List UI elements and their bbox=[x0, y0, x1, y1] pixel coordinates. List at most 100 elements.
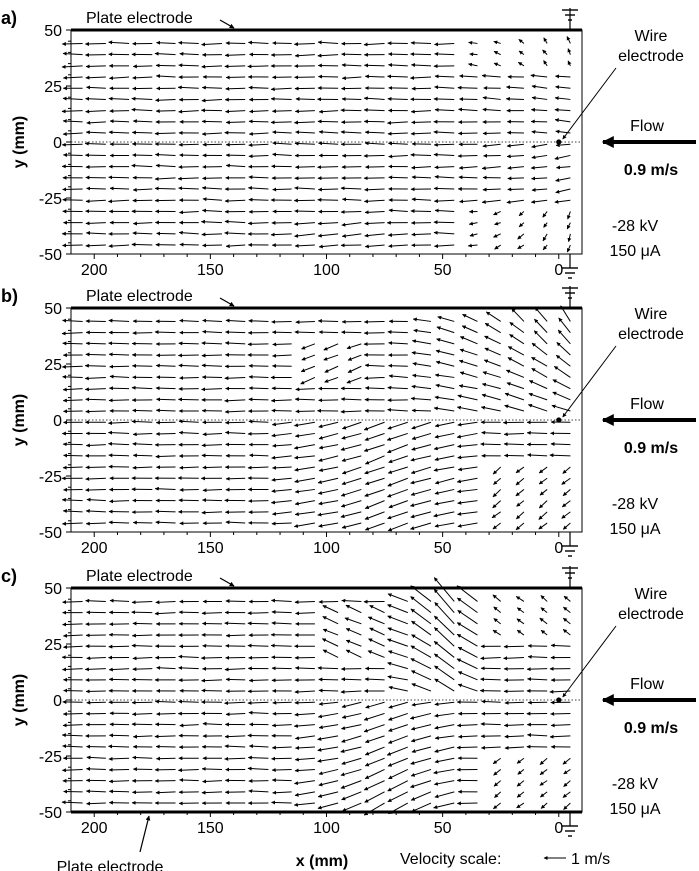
velocity-vector bbox=[494, 244, 501, 250]
velocity-vector bbox=[247, 700, 269, 705]
velocity-vector bbox=[201, 443, 222, 448]
velocity-vector bbox=[433, 588, 455, 613]
velocity-vector bbox=[409, 712, 432, 720]
velocity-vector bbox=[84, 363, 106, 368]
velocity-vector bbox=[62, 600, 83, 605]
velocity-vector bbox=[108, 453, 130, 458]
velocity-vector bbox=[179, 210, 199, 215]
velocity-vector bbox=[131, 712, 153, 717]
velocity-vector bbox=[108, 667, 130, 672]
velocity-vector bbox=[322, 628, 339, 636]
velocity-vector bbox=[318, 398, 339, 403]
velocity-vector bbox=[271, 488, 292, 494]
velocity-vector bbox=[248, 419, 269, 424]
velocity-vector bbox=[271, 745, 292, 750]
velocity-vector bbox=[543, 37, 548, 44]
velocity-vector bbox=[433, 152, 455, 157]
velocity-vector bbox=[132, 187, 153, 192]
velocity-vector bbox=[531, 367, 548, 378]
velocity-vector bbox=[201, 341, 222, 346]
velocity-vector bbox=[202, 721, 223, 726]
velocity-vector bbox=[225, 318, 246, 323]
velocity-vector bbox=[201, 98, 223, 103]
velocity-vector bbox=[462, 313, 478, 322]
velocity-vector bbox=[506, 382, 525, 390]
velocity-vector bbox=[295, 130, 315, 135]
velocity-vector bbox=[515, 511, 525, 520]
panel-0: 50 25 0 -25 -50 200 150 100 50 0 y (mm) a) Plate ele… bbox=[1, 8, 696, 279]
velocity-vector bbox=[504, 700, 524, 705]
velocity-vector bbox=[480, 745, 501, 750]
velocity-vector bbox=[538, 522, 548, 530]
velocity-vector bbox=[387, 232, 408, 237]
x-tick-label: 150 bbox=[197, 540, 224, 557]
velocity-vector bbox=[62, 131, 83, 136]
wire-electrode-dot bbox=[556, 417, 562, 423]
velocity-vector bbox=[156, 397, 176, 402]
velocity-vector bbox=[340, 108, 362, 113]
voltage-label: -28 kV bbox=[612, 776, 659, 793]
velocity-vector bbox=[468, 62, 478, 67]
velocity-vector bbox=[527, 403, 548, 412]
y-tick-label: -50 bbox=[39, 805, 62, 822]
velocity-vector bbox=[154, 734, 176, 739]
velocity-vector bbox=[131, 96, 153, 101]
velocity-vector bbox=[387, 615, 408, 625]
velocity-vector bbox=[295, 611, 315, 616]
velocity-vector bbox=[108, 677, 130, 682]
y-tick-label: 0 bbox=[53, 413, 62, 430]
velocity-vector bbox=[294, 666, 315, 671]
velocity-vector bbox=[467, 243, 478, 248]
velocity-vector bbox=[108, 744, 130, 749]
velocity-vector bbox=[410, 670, 432, 681]
velocity-vector bbox=[271, 610, 292, 615]
velocity-scale-label: Velocity scale: bbox=[400, 851, 501, 868]
y-tick-label: 0 bbox=[53, 693, 62, 710]
velocity-vector bbox=[323, 343, 339, 351]
velocity-vector bbox=[554, 199, 571, 204]
velocity-vector bbox=[178, 40, 199, 45]
velocity-vector bbox=[341, 677, 362, 682]
y-tick-label: -50 bbox=[39, 247, 62, 264]
velocity-vector bbox=[178, 341, 199, 346]
velocity-vector bbox=[318, 688, 339, 693]
flow-label: Flow bbox=[630, 396, 664, 413]
velocity-vector bbox=[156, 711, 176, 716]
velocity-vector bbox=[412, 317, 432, 322]
velocity-vector bbox=[224, 398, 246, 403]
velocity-vector bbox=[247, 643, 269, 648]
velocity-vector bbox=[84, 141, 106, 146]
velocity-vector bbox=[61, 364, 83, 369]
velocity-vector bbox=[177, 176, 199, 181]
velocity-vector bbox=[154, 486, 176, 491]
velocity-vector bbox=[369, 627, 385, 636]
velocity-vector bbox=[62, 633, 83, 638]
velocity-vector bbox=[434, 602, 455, 625]
velocity-vector bbox=[270, 398, 292, 403]
velocity-vector bbox=[179, 375, 199, 380]
velocity-vector bbox=[554, 154, 571, 161]
velocity-vector bbox=[457, 522, 478, 528]
velocity-vector bbox=[540, 802, 548, 809]
velocity-vector bbox=[225, 712, 246, 717]
velocity-vector bbox=[410, 500, 432, 508]
velocity-vector bbox=[224, 376, 246, 381]
velocity-vector bbox=[317, 165, 339, 170]
velocity-vector bbox=[225, 109, 246, 114]
velocity-vector bbox=[247, 40, 269, 45]
velocity-vector bbox=[494, 791, 502, 798]
velocity-vector bbox=[554, 96, 571, 101]
velocity-vector bbox=[85, 509, 106, 514]
velocity-vector bbox=[323, 354, 339, 361]
velocity-vector bbox=[387, 593, 408, 602]
velocity-vector bbox=[531, 143, 548, 149]
velocity-vector bbox=[434, 51, 455, 56]
velocity-vector bbox=[201, 85, 222, 90]
velocity-vector bbox=[225, 520, 246, 525]
velocity-vector bbox=[566, 222, 571, 230]
x-tick-label: 200 bbox=[81, 820, 108, 837]
x-tick-label: 100 bbox=[313, 540, 340, 557]
velocity-vector bbox=[248, 197, 269, 202]
velocity-vector bbox=[518, 38, 525, 44]
velocity-vector bbox=[301, 343, 316, 350]
